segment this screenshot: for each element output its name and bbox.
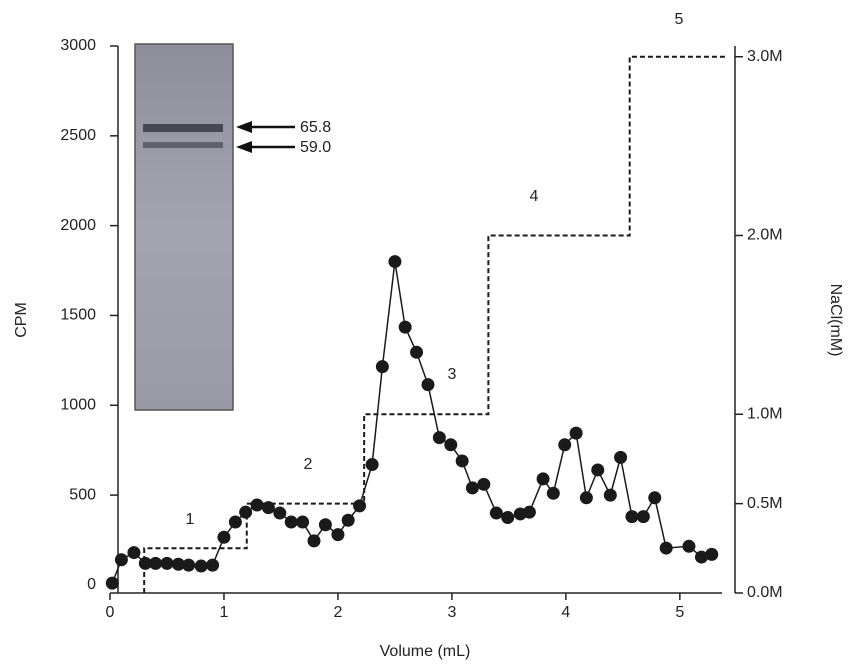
data-point — [217, 530, 231, 544]
data-point — [171, 557, 185, 571]
x-tick-label: 4 — [561, 604, 570, 621]
data-point — [341, 513, 355, 527]
data-point — [228, 515, 242, 529]
data-point — [546, 486, 560, 500]
data-point — [501, 511, 515, 525]
data-point — [659, 541, 673, 555]
data-point — [206, 558, 220, 572]
data-point — [331, 528, 345, 542]
data-point — [591, 463, 605, 477]
data-point — [284, 515, 298, 529]
x-tick-label: 5 — [675, 604, 684, 621]
data-point — [318, 518, 332, 532]
step-line — [143, 55, 726, 593]
data-point — [477, 477, 491, 491]
y2-tick-label: 0.5M — [747, 495, 783, 512]
data-point — [465, 481, 479, 495]
data-point — [160, 556, 174, 570]
y-tick-label: 2000 — [60, 217, 96, 234]
data-point — [648, 491, 662, 505]
data-point — [250, 498, 264, 512]
data-point — [398, 320, 412, 334]
step-label: 3 — [448, 366, 457, 383]
data-point — [603, 488, 617, 502]
step-label: 2 — [304, 456, 313, 473]
data-point — [239, 505, 253, 519]
data-point — [432, 431, 446, 445]
data-point — [489, 506, 503, 520]
data-point — [149, 556, 163, 570]
data-point — [307, 534, 321, 548]
x-tick-label: 2 — [333, 604, 342, 621]
data-point — [421, 378, 435, 392]
y-tick-label: 1000 — [60, 396, 96, 413]
gel-inset — [134, 43, 295, 411]
data-point — [522, 505, 536, 519]
data-point — [105, 576, 119, 590]
band-label: 65.8 — [300, 119, 331, 136]
y-tick-label: 0 — [87, 576, 96, 593]
x-tick-label: 1 — [220, 604, 229, 621]
y-tick-label: 500 — [69, 486, 96, 503]
data-point — [127, 546, 141, 560]
step-label: 4 — [530, 188, 539, 205]
data-point — [614, 450, 628, 464]
data-point — [682, 539, 696, 553]
data-point — [558, 438, 572, 452]
data-point — [296, 515, 310, 529]
y-tick-label: 1500 — [60, 307, 96, 324]
data-point — [410, 345, 424, 359]
data-point — [182, 558, 196, 572]
step-label: 5 — [675, 11, 684, 28]
y-tick-label: 2500 — [60, 127, 96, 144]
y2-tick-label: 3.0M — [747, 48, 783, 65]
step-label: 1 — [186, 511, 195, 528]
band-label: 59.0 — [300, 139, 331, 156]
data-point — [455, 454, 469, 468]
y2-tick-label: 0.0M — [747, 584, 783, 601]
y2-tick-label: 2.0M — [747, 227, 783, 244]
data-point — [625, 510, 639, 524]
data-point — [569, 426, 583, 440]
data-point — [705, 547, 719, 561]
data-point — [636, 510, 650, 524]
data-point — [444, 438, 458, 452]
x-tick-label: 0 — [106, 604, 115, 621]
y-axis-title: CPM — [13, 302, 30, 338]
data-point — [365, 458, 379, 472]
data-point — [273, 506, 287, 520]
x-tick-label: 3 — [447, 604, 456, 621]
data-point — [194, 559, 208, 573]
data-point — [114, 553, 128, 567]
y2-tick-label: 1.0M — [747, 405, 783, 422]
data-point — [138, 556, 152, 570]
y2-axis-title: NaCl(mM) — [827, 284, 844, 357]
data-point — [694, 550, 708, 564]
y-tick-label: 3000 — [60, 37, 96, 54]
data-point — [375, 360, 389, 374]
data-point — [388, 255, 402, 269]
data-point — [579, 491, 593, 505]
x-axis-title: Volume (mL) — [380, 643, 471, 660]
data-point — [536, 472, 550, 486]
data-point — [353, 499, 367, 513]
